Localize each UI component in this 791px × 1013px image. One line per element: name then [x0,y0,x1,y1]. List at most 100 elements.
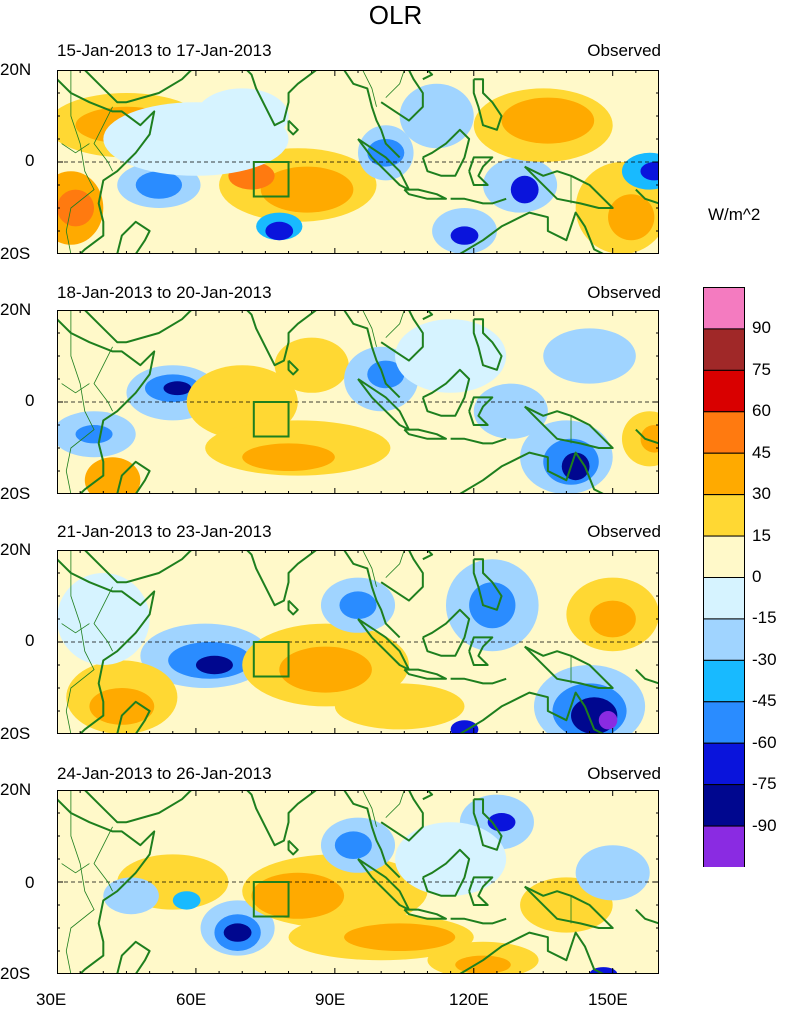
olr-anomaly-contour [163,381,192,396]
coastline [287,119,299,136]
x-tick-label: 120E [449,990,489,1009]
country-border [385,310,405,338]
colorbar-tick-label: 75 [752,359,771,379]
panel-4-label: Observed [587,764,661,783]
colorbar-swatch [703,825,745,868]
coastline [403,188,447,200]
index-region-box [252,161,290,198]
country-border [61,623,90,634]
coastline [422,310,434,321]
olr-anomaly-contour [589,600,636,638]
coastline [472,558,503,611]
olr-anomaly-contour [367,139,405,167]
coastline [524,885,614,929]
coastline [228,790,317,847]
colorbar-swatch [703,369,745,413]
olr-anomaly-contour [89,688,155,725]
coastline [403,428,447,440]
coastline [472,798,503,851]
x-tick-label: 30E [36,990,67,1009]
map-panel-3 [57,550,659,734]
country-border [93,586,113,652]
coastline [287,359,299,376]
colorbar-tick-label: 30 [752,484,771,504]
y-tick-label: 0 [25,873,35,892]
olr-anomaly-contour [84,457,141,494]
coastline [458,931,604,974]
colorbar-tick-label: 45 [752,442,771,462]
colorbar-swatch [703,784,745,827]
country-border [362,70,377,107]
panel-3-label: Observed [587,522,661,541]
coastline [380,70,424,122]
country-border [385,790,405,818]
olr-anomaly-contour [473,383,548,439]
panel-1-date-range: 15-Jan-2013 to 17-Jan-2013 [57,41,272,60]
colorbar-swatch [703,328,745,371]
olr-map [57,550,659,734]
olr-anomaly-contour [598,711,618,730]
coastline [116,460,151,494]
olr-anomaly-contour [260,166,354,213]
map-panel-1 [57,70,659,254]
olr-anomaly-contour [469,582,516,629]
y-tick-label: 20N [0,60,32,79]
country-border [385,70,405,98]
colorbar-swatch [703,742,745,786]
coastline [403,908,447,920]
country-border [93,106,113,172]
coastline [450,437,507,445]
index-region-box [252,641,290,678]
olr-map [57,70,659,254]
coastline [524,645,614,689]
coastline [524,405,614,449]
colorbar-tick-label: -30 [752,649,777,669]
y-tick-label: 0 [25,631,35,650]
coastline [422,70,434,81]
y-tick-label: 20S [0,484,31,503]
coastline [472,78,503,131]
olr-anomaly-contour [640,425,659,453]
colorbar-svg [703,287,745,868]
olr-anomaly-contour [57,189,95,227]
coastline [343,790,401,879]
coastline [84,70,192,104]
coastline [287,839,299,856]
panel-2-label: Observed [587,283,661,302]
coastline [422,790,434,801]
figure-title: OLR [368,0,423,30]
x-tick-label: 90E [315,990,346,1009]
coastline [116,220,151,254]
country-border [93,346,113,412]
olr-anomaly-contour [334,683,465,730]
coastline [635,428,659,445]
coastline [84,550,192,584]
olr-anomaly-contour [543,328,636,384]
coastline [403,668,447,680]
coastline [228,70,317,127]
coastline [421,848,471,897]
map-panel-4 [57,790,659,974]
coastline [421,608,471,657]
coastline [422,550,434,561]
coastline [343,70,401,159]
country-border [93,826,113,892]
colorbar [703,287,745,868]
olr-anomaly-contour [608,194,655,241]
olr-anomaly-contour [103,102,289,176]
olr-anomaly-contour [399,83,474,149]
y-tick-label: 0 [25,151,35,170]
x-tick-label: 150E [588,990,628,1009]
olr-anomaly-contour [135,171,183,199]
coastline [450,917,507,925]
colorbar-swatch [703,659,745,703]
coastline [84,310,192,344]
olr-anomaly-contour [450,720,479,734]
colorbar-swatch [703,701,745,744]
x-tick-label: 60E [176,990,207,1009]
coastline [57,558,156,734]
olr-anomaly-contour [450,226,479,245]
olr-map [57,310,659,494]
coastline [343,310,401,399]
coastline [635,908,659,925]
